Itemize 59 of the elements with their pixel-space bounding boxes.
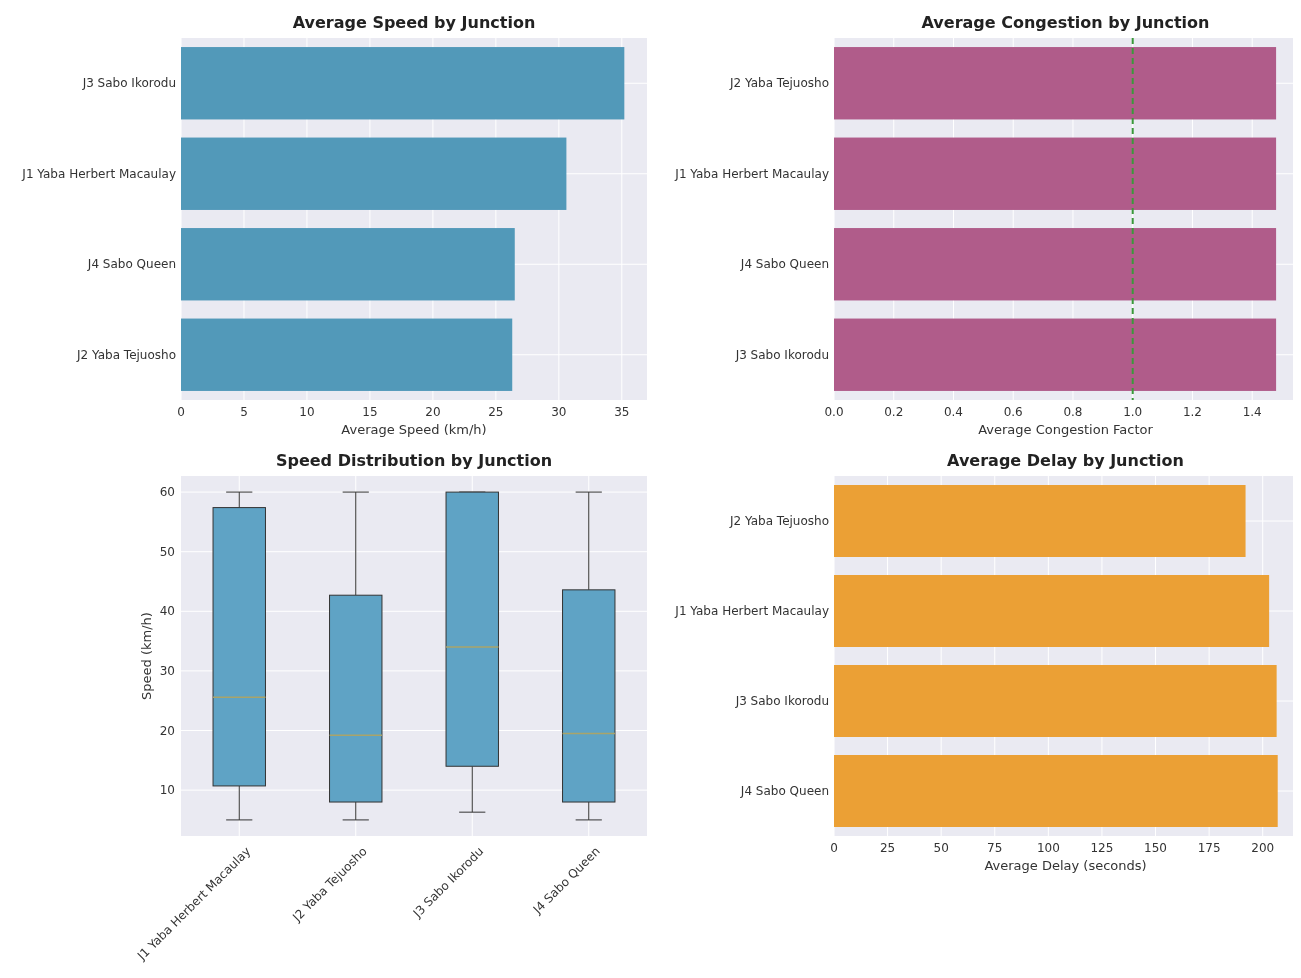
x-tick-label: 75	[987, 841, 1003, 855]
y-axis-title: Speed (km/h)	[139, 612, 154, 700]
y-tick-label: J2 Yaba Tejuosho	[729, 514, 829, 529]
y-tick-label: 30	[159, 664, 175, 679]
y-tick-label: J3 Sabo Ikorodu	[734, 347, 829, 362]
x-tick-label: 0.8	[1063, 405, 1083, 419]
y-tick-label: J1 Yaba Herbert Macaulay	[21, 166, 176, 181]
x-tick-label: 0.4	[943, 405, 964, 419]
x-tick-label: 30	[551, 405, 567, 419]
y-tick-label: 50	[159, 544, 175, 559]
x-tick-label: 25	[879, 841, 896, 855]
y-tick-label: J1 Yaba Herbert Macaulay	[674, 604, 829, 619]
x-axis-title: Average Delay (seconds)	[984, 858, 1147, 873]
bar	[181, 47, 625, 120]
x-tick-label: 50	[933, 841, 949, 855]
x-tick-label: 1.2	[1182, 405, 1202, 419]
x-tick-label: 100	[1036, 841, 1060, 855]
x-tick-label: 1.4	[1242, 405, 1262, 419]
x-tick-label: 25	[488, 405, 504, 419]
x-tick-label: 150	[1144, 841, 1167, 855]
y-tick-label: J2 Yaba Tejuosho	[729, 76, 829, 91]
x-tick-label: 125	[1090, 841, 1114, 855]
y-tick-label: J4 Sabo Queen	[86, 257, 176, 272]
bar	[834, 575, 1270, 647]
bar	[181, 318, 513, 391]
x-tick-label: 0	[177, 405, 185, 419]
chart-title: Average Congestion by Junction	[921, 13, 1210, 32]
x-axis-title: Average Speed (km/h)	[341, 422, 487, 437]
y-tick-label: J2 Yaba Tejuosho	[76, 347, 176, 362]
x-tick-label: 0.0	[824, 405, 844, 419]
x-tick-label: 0	[830, 841, 838, 855]
x-tick-label: 200	[1251, 841, 1275, 855]
chart-title: Speed Distribution by Junction	[275, 451, 553, 470]
x-tick-label: 15	[362, 405, 378, 419]
y-tick-label: 20	[159, 723, 175, 738]
y-tick-label: 60	[159, 485, 175, 500]
x-tick-label: 20	[425, 405, 441, 419]
chart-title: Average Delay by Junction	[947, 451, 1184, 470]
y-tick-label: J3 Sabo Ikorodu	[81, 76, 176, 91]
x-tick-label: 175	[1197, 841, 1221, 855]
y-tick-label: 40	[159, 604, 175, 619]
chart-title: Average Speed by Junction	[292, 13, 536, 32]
y-tick-label: J1 Yaba Herbert Macaulay	[674, 166, 829, 181]
y-tick-label: J3 Sabo Ikorodu	[734, 694, 829, 709]
x-tick-label: 0.6	[1003, 405, 1023, 419]
y-tick-label: 10	[159, 783, 175, 798]
y-tick-label: J4 Sabo Queen	[739, 784, 829, 799]
x-tick-label: 35	[614, 405, 630, 419]
bar	[834, 485, 1246, 557]
bar	[834, 755, 1278, 827]
x-tick-label: 1.0	[1123, 405, 1143, 419]
y-tick-label: J4 Sabo Queen	[739, 257, 829, 272]
x-tick-label: 10	[299, 405, 315, 419]
bar	[834, 665, 1277, 737]
bar	[181, 228, 515, 301]
x-tick-label: 0.2	[884, 405, 904, 419]
x-axis-title: Average Congestion Factor	[978, 422, 1154, 437]
x-tick-label: 5	[240, 405, 248, 419]
bar	[181, 137, 567, 210]
